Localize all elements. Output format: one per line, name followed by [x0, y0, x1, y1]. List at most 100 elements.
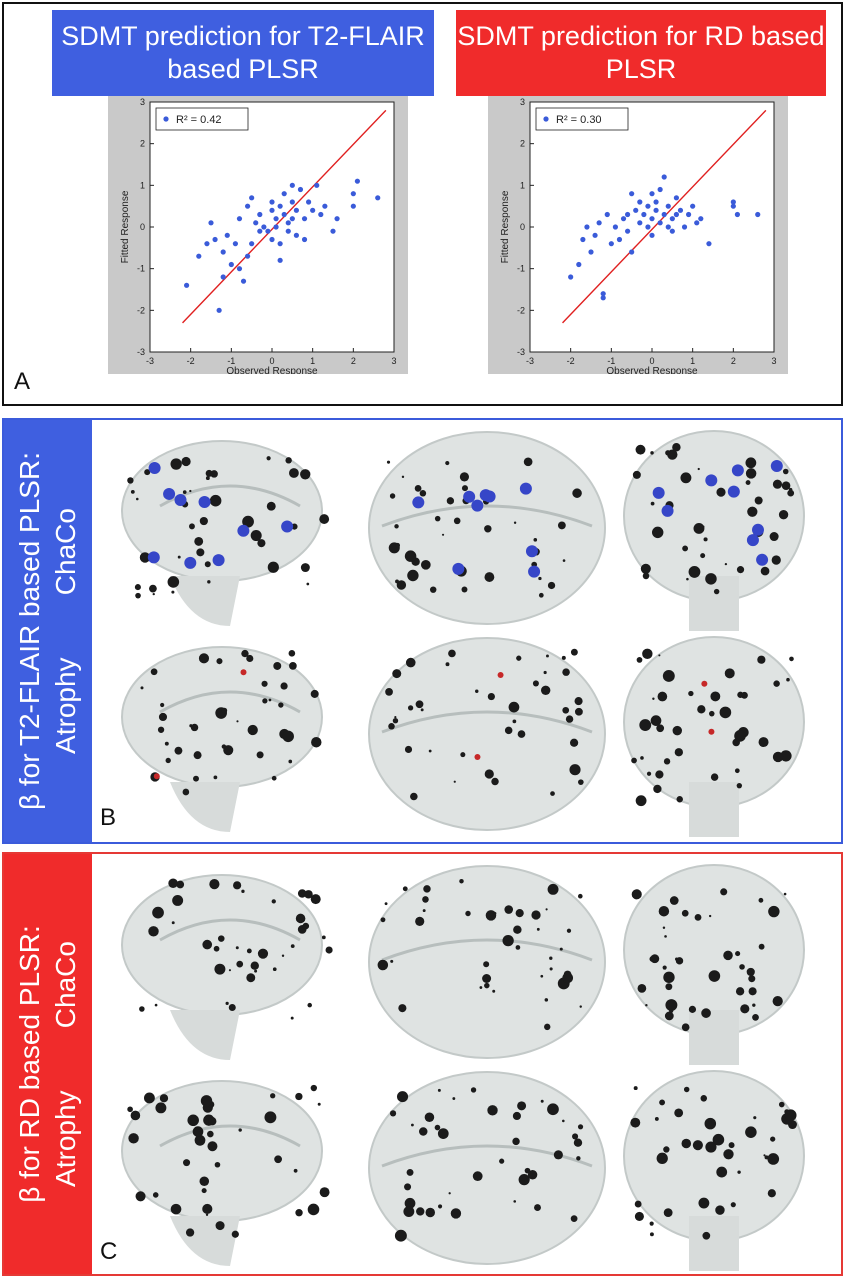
node-sphere [636, 657, 643, 663]
node-sphere [389, 493, 396, 499]
node-sphere [404, 1183, 412, 1191]
node-sphere [152, 906, 164, 919]
node-sphere [470, 1087, 477, 1093]
node-sphere [730, 1202, 736, 1208]
node-sphere [187, 1114, 199, 1127]
node-sphere [658, 905, 670, 917]
node-sphere [189, 489, 192, 493]
node-sphere [420, 559, 431, 570]
rd-scatter-plot: -3 -2 -1 0 1 2 3 -3 -2 -1 0 1 2 3 Observed Response Fit… [488, 96, 788, 374]
data-point [755, 211, 761, 218]
data-point [285, 228, 291, 234]
legend: R² = 0.30 [535, 107, 629, 131]
node-sphere [388, 723, 395, 730]
node-sphere [192, 1126, 204, 1137]
node-sphere [752, 1013, 759, 1021]
node-sphere [745, 480, 751, 486]
node-sphere [724, 562, 728, 566]
node-sphere [174, 746, 183, 755]
data-point [293, 207, 299, 213]
data-point [301, 216, 308, 222]
node-sphere [460, 752, 466, 758]
node-sphere [557, 521, 566, 530]
node-sphere [209, 494, 222, 507]
node-sphere [712, 1133, 725, 1146]
node-sphere [143, 1092, 155, 1104]
node-sphere [662, 926, 666, 929]
node-sphere [688, 690, 694, 697]
data-point [306, 199, 312, 205]
node-sphere [168, 878, 178, 889]
node-sphere [658, 654, 661, 657]
node-sphere [642, 572, 650, 580]
node-sphere [217, 935, 225, 942]
node-sphere-blue [751, 523, 764, 536]
node-sphere [441, 533, 445, 536]
node-sphere-blue [479, 489, 492, 502]
data-point [249, 241, 255, 247]
y-tick-label: -2 [517, 305, 525, 315]
data-point [584, 224, 590, 230]
node-sphere [135, 592, 141, 599]
tract-shape [381, 504, 593, 528]
node-sphere [392, 669, 402, 679]
brain-coronal-shape [623, 864, 805, 1036]
panel-b: β for T2-FLAIR based PLSR: Atrophy ChaCo… [2, 418, 843, 844]
node-sphere [549, 967, 553, 971]
node-sphere [181, 456, 191, 467]
node-sphere [760, 566, 770, 576]
node-sphere [536, 927, 540, 931]
node-sphere [422, 896, 429, 903]
node-sphere [300, 469, 311, 480]
node-sphere [170, 1203, 182, 1215]
node-sphere [745, 468, 757, 479]
node-sphere [437, 1088, 441, 1092]
node-sphere [437, 1128, 449, 1139]
node-sphere [167, 576, 180, 588]
y-tick-label: -1 [517, 264, 525, 274]
node-sphere [527, 1170, 538, 1180]
node-sphere [422, 909, 426, 913]
node-sphere [200, 1095, 213, 1107]
node-sphere [515, 945, 521, 950]
node-sphere [783, 892, 787, 896]
data-point [212, 236, 218, 243]
node-sphere [546, 654, 549, 658]
node-sphere [182, 490, 187, 494]
node-sphere [221, 744, 227, 749]
brain-render [368, 865, 606, 1059]
node-sphere-blue [237, 524, 250, 537]
node-sphere [577, 1124, 584, 1130]
rd-beta-label-line2: Atrophy ChaCo [50, 941, 81, 1187]
node-sphere [385, 688, 393, 696]
node-sphere [423, 885, 431, 893]
node-sphere [735, 951, 741, 957]
node-sphere [152, 592, 155, 596]
node-sphere [693, 523, 705, 534]
node-sphere [768, 905, 780, 918]
node-sphere [152, 1192, 159, 1198]
node-sphere [789, 656, 794, 662]
brain-render [121, 874, 333, 1060]
node-sphere [482, 973, 492, 983]
node-sphere-blue [731, 464, 744, 477]
node-sphere-blue [184, 556, 197, 569]
brain-render [623, 636, 805, 837]
node-sphere [205, 476, 210, 481]
data-point [184, 282, 190, 288]
node-sphere [784, 1109, 797, 1122]
y-tick-label: 0 [520, 222, 525, 232]
data-point [293, 232, 299, 238]
node-sphere [655, 770, 664, 779]
node-sphere [288, 759, 293, 764]
node-sphere [736, 566, 745, 574]
node-sphere [754, 496, 763, 505]
data-point [301, 236, 308, 243]
data-point [730, 203, 736, 209]
data-point [690, 203, 696, 209]
node-sphere [549, 956, 553, 960]
legend-label: R² = 0.30 [556, 114, 602, 126]
node-sphere [264, 1111, 277, 1124]
brain-stem-shape [689, 576, 739, 631]
node-sphere [771, 555, 781, 565]
